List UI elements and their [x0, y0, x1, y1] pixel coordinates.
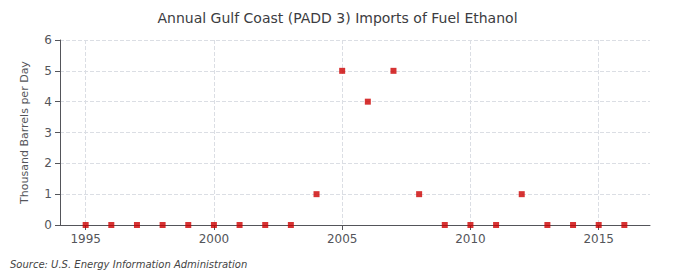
- svg-text:0: 0: [44, 218, 52, 232]
- svg-text:2000: 2000: [199, 232, 230, 246]
- svg-text:2: 2: [44, 156, 52, 170]
- svg-text:Source: U.S. Energy Informatio: Source: U.S. Energy Information Administ…: [10, 259, 247, 270]
- svg-text:6: 6: [44, 33, 52, 47]
- svg-text:3: 3: [44, 126, 52, 140]
- svg-text:1995: 1995: [70, 232, 101, 246]
- svg-text:5: 5: [44, 64, 52, 78]
- svg-text:2010: 2010: [455, 232, 486, 246]
- svg-text:4: 4: [44, 95, 52, 109]
- svg-text:2015: 2015: [583, 232, 614, 246]
- svg-text:1: 1: [44, 187, 52, 201]
- svg-text:2005: 2005: [327, 232, 358, 246]
- svg-text:Thousand Barrels per Day: Thousand Barrels per Day: [18, 61, 31, 205]
- svg-text:Annual Gulf Coast (PADD 3) Imp: Annual Gulf Coast (PADD 3) Imports of Fu…: [157, 10, 517, 26]
